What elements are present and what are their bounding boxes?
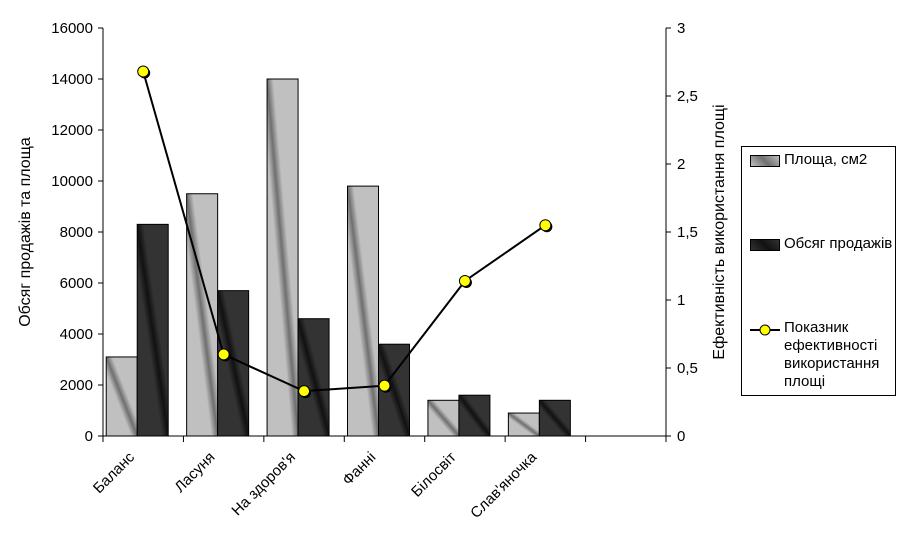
bar-sales [136,223,169,437]
left-tick-label: 4000 [60,326,93,343]
right-tick-label: 2,5 [677,88,698,105]
category-label: Білосвіт [408,449,460,501]
left-tick-label: 12000 [51,122,93,139]
right-tick-label: 2 [677,156,685,173]
category-label: Баланс [90,448,138,496]
legend: Площа, см2 Обсяг продажів Показник ефект… [741,146,896,396]
right-tick-label: 1,5 [677,224,698,241]
bar-area [105,356,138,437]
legend-item-sales: Обсяг продажів [750,235,894,253]
left-tick-label: 6000 [60,275,93,292]
category-label: Фанні [339,449,379,489]
efficiency-marker [458,274,471,287]
efficiency-marker [539,219,552,232]
left-tick-label: 14000 [51,71,93,88]
efficiency-marker [378,379,391,392]
bars [105,78,571,437]
category-label: Ласуня [171,449,218,496]
bar-area [347,185,379,437]
bar-area [427,399,460,437]
legend-label-sales: Обсяг продажів [784,235,893,252]
legend-item-efficiency: Показник ефективності використання площі [750,319,894,391]
left-tick-label: 10000 [51,173,93,190]
right-tick-label: 0 [677,428,685,445]
legend-swatch-sales [750,239,780,251]
efficiency-marker [298,385,311,398]
right-tick-label: 3 [677,20,685,37]
y-right-title: Ефективність використання площі [711,104,728,359]
efficiency-marker [217,348,230,361]
bar-sales [538,399,571,437]
legend-label-area: Площа, см2 [784,151,868,168]
bar-sales [297,318,330,437]
bar-sales [458,394,491,437]
left-tick-label: 0 [85,428,93,445]
bar-area [266,78,299,437]
left-tick-label: 16000 [51,20,93,37]
legend-swatch-area [750,155,780,167]
efficiency-polyline [142,71,546,393]
legend-label-efficiency: Показник ефективності використання площі [784,319,880,390]
y-left-title: Обсяг продажів та площа [17,137,34,327]
category-label: На здоров'я [228,449,298,519]
left-tick-label: 2000 [60,377,93,394]
bar-area [507,412,540,437]
category-label: Слав'яночка [467,448,540,521]
efficiency-marker [137,65,150,78]
legend-item-area: Площа, см2 [750,151,894,169]
right-tick-label: 0,5 [677,360,698,377]
efficiency-line [137,65,553,399]
legend-swatch-efficiency [750,323,780,337]
left-tick-label: 8000 [60,224,93,241]
right-tick-label: 1 [677,292,685,309]
